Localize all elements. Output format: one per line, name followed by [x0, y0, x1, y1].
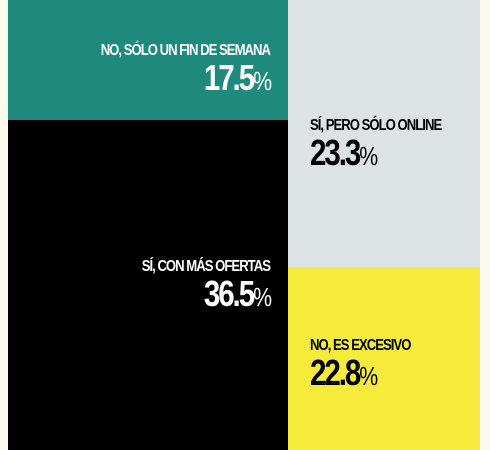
cell-label: SÍ, PERO SÓLO ONLINE: [310, 117, 442, 134]
cell-label: NO, ES EXCESIVO: [310, 337, 411, 354]
cell-value: 23.3%: [310, 132, 378, 173]
cell-label: NO, SÓLO UN FIN DE SEMANA: [100, 42, 271, 59]
cell-value: 22.8%: [310, 352, 378, 393]
cell-si-con-mas-ofertas: SÍ, CON MÁS OFERTAS 36.5%: [8, 120, 288, 450]
cell-no-solo-un-fin-de-semana: NO, SÓLO UN FIN DE SEMANA 17.5%: [8, 0, 288, 120]
cell-label: SÍ, CON MÁS OFERTAS: [141, 258, 271, 275]
cell-value: 36.5%: [203, 273, 272, 314]
cell-value: 17.5%: [203, 57, 272, 98]
cell-si-pero-solo-online: SÍ, PERO SÓLO ONLINE 23.3%: [288, 0, 480, 267]
cell-no-es-excesivo: NO, ES EXCESIVO 22.8%: [288, 267, 480, 450]
